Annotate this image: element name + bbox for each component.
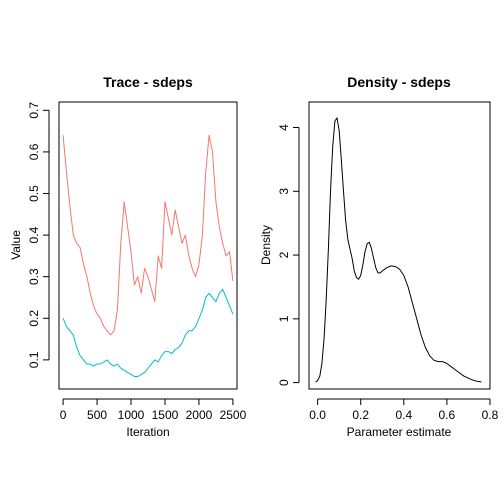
density-x-tick-label: 0.2 [352, 408, 369, 422]
trace-y-tick-label: 0.1 [27, 351, 41, 368]
trace-y-tick-label: 0.5 [27, 185, 41, 202]
trace-y-tick-label: 0.2 [27, 310, 41, 327]
density-y-tick-label: 0 [277, 379, 291, 386]
trace-x-tick-label: 1000 [118, 408, 145, 422]
trace-y-tick-label: 0.7 [27, 102, 41, 119]
density-y-tick-label: 3 [277, 188, 291, 195]
trace-x-tick-label: 2000 [186, 408, 213, 422]
trace-x-tick-label: 2500 [220, 408, 247, 422]
trace-x-axis-label: Iteration [126, 425, 169, 439]
density-y-tick-label: 1 [277, 315, 291, 322]
trace-y-tick-label: 0.3 [27, 268, 41, 285]
trace-x-tick-label: 1500 [152, 408, 179, 422]
trace-y-axis-label: Value [9, 230, 23, 260]
density-title: Density - sdeps [347, 74, 451, 90]
density-x-tick-label: 0.0 [309, 408, 326, 422]
trace-title: Trace - sdeps [103, 74, 193, 90]
density-y-tick-label: 4 [277, 124, 291, 131]
density-x-tick-label: 0.6 [439, 408, 456, 422]
density-y-tick-label: 2 [277, 251, 291, 258]
trace-x-tick-label: 500 [87, 408, 107, 422]
trace-y-tick-label: 0.4 [27, 226, 41, 243]
density-x-tick-label: 0.8 [482, 408, 499, 422]
density-y-axis-label: Density [259, 225, 273, 265]
trace-x-tick-label: 0 [60, 408, 67, 422]
trace-y-tick-label: 0.6 [27, 143, 41, 160]
density-x-tick-label: 0.4 [395, 408, 412, 422]
density-x-axis-label: Parameter estimate [347, 425, 452, 439]
